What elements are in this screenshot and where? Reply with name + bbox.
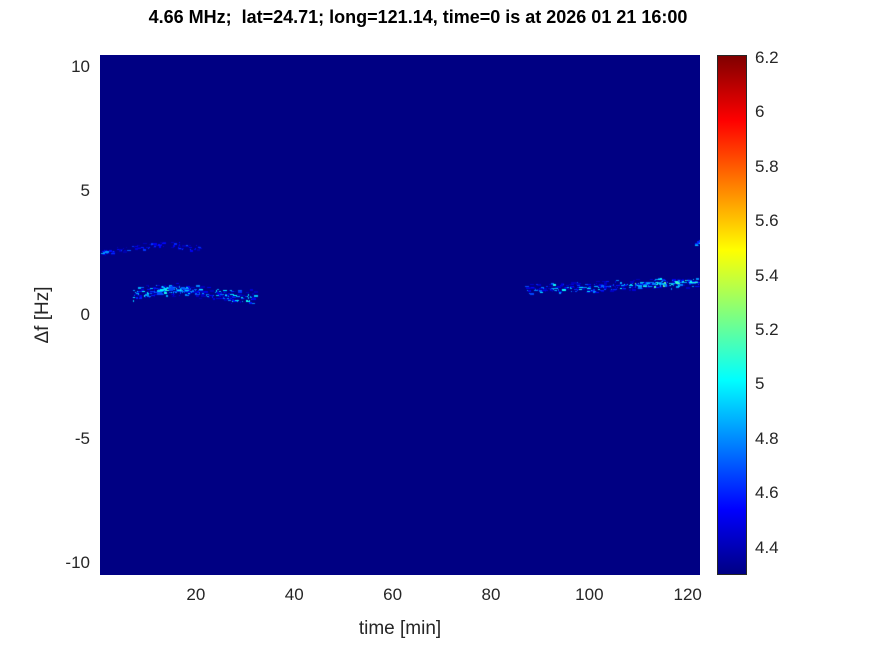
y-axis-ticks: 10 5 0 -5 -10 (0, 0, 92, 656)
colorbar-tick-label: 6.2 (755, 47, 779, 67)
heatmap-canvas (100, 55, 700, 575)
colorbar-tick-label: 5 (755, 374, 765, 394)
colorbar-tick-label: 4.4 (755, 537, 779, 557)
colorbar-tick-label: 4.6 (755, 483, 779, 503)
x-tick-label: 60 (383, 585, 403, 604)
y-tick-label: 10 (71, 57, 90, 77)
colorbar-tick-label: 4.8 (755, 428, 779, 448)
x-tick-label: 80 (481, 585, 501, 604)
chart-title: 4.66 MHz; lat=24.71; long=121.14, time=0… (148, 7, 688, 27)
x-tick-label: 100 (575, 585, 604, 604)
colorbar-tick-label: 5.2 (755, 319, 779, 339)
x-tick-label: 40 (284, 585, 304, 604)
x-axis-ticks: 20 40 60 80 100 120 (0, 585, 875, 607)
x-tick-label: 120 (673, 585, 702, 604)
x-axis-label: time [min] (358, 618, 442, 639)
colorbar-tick-label: 5.6 (755, 211, 779, 231)
y-tick-label: 5 (80, 181, 90, 201)
y-tick-label: -10 (65, 552, 90, 572)
y-tick-label: 0 (80, 305, 90, 324)
colorbar-tick-label: 5.4 (755, 265, 779, 285)
y-tick-label: -5 (74, 428, 90, 448)
heatmap-plot-area (100, 55, 700, 575)
colorbar (717, 55, 747, 575)
x-tick-label: 20 (186, 585, 206, 604)
colorbar-tick-label: 6 (755, 102, 765, 122)
colorbar-tick-label: 5.8 (755, 156, 779, 176)
